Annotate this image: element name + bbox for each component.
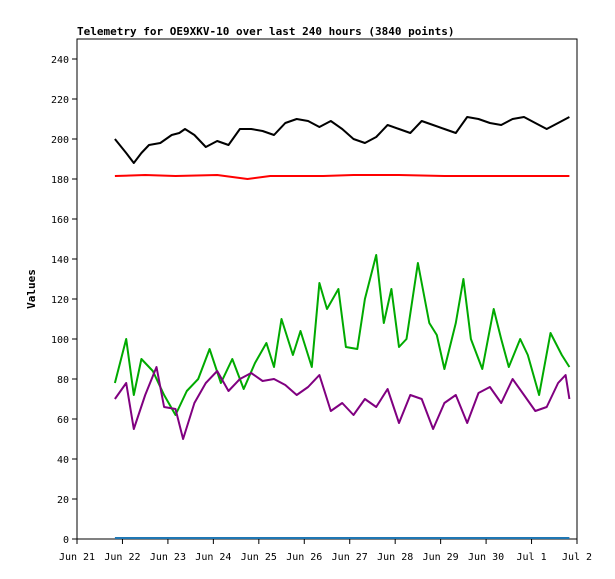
y-tick-label: 120: [51, 295, 69, 306]
x-tick-label: Jun 24: [195, 552, 231, 563]
x-tick-label: Jun 26: [286, 552, 322, 563]
y-tick-label: 200: [51, 135, 69, 146]
x-axis: Jun 21 Jun 22 Jun 23 Jun 24 Jun 25 Jun 26 Jun …: [59, 539, 592, 563]
x-tick-label: Jul 1: [516, 552, 546, 563]
series-line-3: [113, 254, 571, 416]
x-tick-label: Jun 21: [59, 552, 95, 563]
y-tick-label: 220: [51, 95, 69, 106]
y-tick-label: 20: [57, 495, 69, 506]
series-line-1: [114, 116, 570, 164]
x-tick-label: Jun 29: [423, 552, 459, 563]
y-tick-label: 40: [57, 455, 69, 466]
y-tick-label: 140: [51, 255, 69, 266]
series-line-4: [114, 366, 571, 440]
y-tick-label: 0: [63, 535, 69, 546]
x-tick-label: Jun 28: [377, 552, 413, 563]
series-layer: [113, 116, 571, 539]
chart-title: Telemetry for OE9XKV-10 over last 240 ho…: [77, 25, 455, 38]
x-tick-label: Jun 23: [150, 552, 186, 563]
y-tick-label: 60: [57, 415, 69, 426]
x-tick-label: Jun 22: [104, 552, 140, 563]
y-tick-label: 240: [51, 55, 69, 66]
y-tick-label: 160: [51, 215, 69, 226]
x-tick-label: Jun 25: [241, 552, 277, 563]
x-tick-label: Jun 30: [468, 552, 504, 563]
y-tick-label: 100: [51, 335, 69, 346]
y-axis: 0 20 40 60 80 100 120 140 160 180 200 220 240: [51, 55, 77, 546]
x-tick-label: Jul 2: [562, 552, 592, 563]
y-tick-label: 80: [57, 375, 69, 386]
series-line-2: [114, 174, 570, 180]
plot-frame: [76, 38, 578, 540]
y-axis-label: Values: [25, 269, 38, 309]
x-tick-label: Jun 27: [332, 552, 368, 563]
y-tick-label: 180: [51, 175, 69, 186]
